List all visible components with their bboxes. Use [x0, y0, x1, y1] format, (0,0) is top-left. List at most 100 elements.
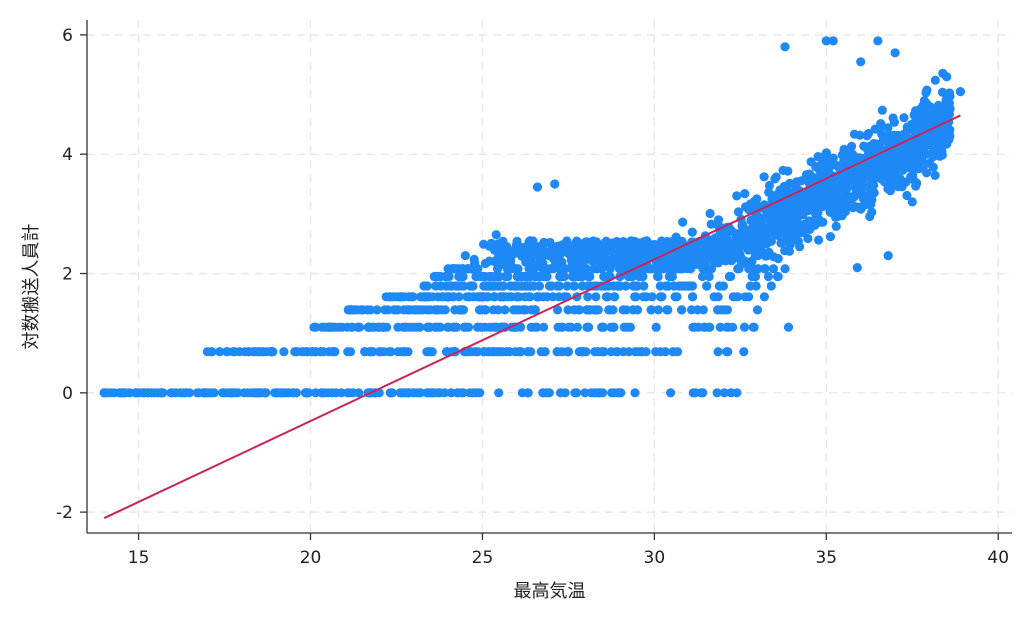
data-point — [762, 251, 772, 261]
data-point — [443, 292, 453, 302]
data-point — [465, 281, 475, 291]
data-point — [515, 271, 525, 282]
data-point — [793, 236, 804, 246]
data-point — [443, 322, 453, 332]
data-point — [621, 305, 631, 315]
data-point — [418, 305, 428, 315]
data-point — [631, 248, 641, 258]
data-point — [629, 239, 639, 249]
data-point — [805, 187, 815, 197]
x-tick-label: 25 — [472, 548, 494, 568]
data-point — [766, 225, 776, 235]
data-points — [99, 36, 966, 398]
data-point — [430, 322, 440, 332]
data-point — [883, 251, 893, 261]
data-point — [258, 347, 268, 357]
data-point — [602, 244, 613, 254]
data-point — [751, 281, 761, 291]
data-point — [716, 305, 727, 315]
data-point — [847, 141, 857, 151]
data-point — [192, 388, 202, 398]
data-point — [609, 292, 619, 302]
data-point — [516, 347, 526, 357]
data-point — [783, 322, 794, 332]
x-tick-label: 20 — [300, 548, 322, 568]
data-point — [697, 271, 708, 282]
data-point — [202, 347, 212, 357]
data-point — [510, 305, 520, 315]
data-point — [851, 185, 861, 195]
data-point — [739, 228, 749, 238]
data-point — [724, 251, 734, 261]
data-point — [914, 164, 924, 174]
data-point — [670, 292, 680, 302]
data-point — [824, 161, 834, 171]
data-point — [453, 388, 463, 398]
data-point — [360, 347, 370, 357]
data-point — [693, 322, 704, 332]
data-point — [589, 242, 600, 252]
data-point — [797, 192, 808, 202]
data-point — [534, 281, 545, 291]
data-point — [750, 223, 760, 233]
data-point — [493, 305, 503, 315]
data-point — [541, 271, 552, 282]
data-point — [326, 322, 336, 332]
data-point — [288, 388, 298, 398]
data-point — [227, 388, 237, 398]
data-point — [837, 150, 847, 160]
data-point — [615, 281, 625, 291]
data-point — [574, 305, 585, 315]
data-point — [143, 388, 153, 398]
data-point — [490, 292, 500, 302]
data-point — [941, 129, 951, 140]
x-tick-label: 15 — [128, 548, 150, 568]
data-point — [668, 347, 678, 357]
data-point — [431, 281, 441, 291]
data-point — [608, 322, 618, 332]
data-point — [451, 322, 462, 332]
data-point — [612, 242, 622, 252]
data-point — [510, 245, 520, 255]
y-tick-label: 2 — [62, 265, 73, 285]
data-point — [471, 271, 481, 282]
data-point — [355, 322, 365, 332]
data-point — [540, 347, 550, 357]
data-point — [691, 246, 702, 256]
data-point — [674, 281, 684, 291]
data-point — [660, 347, 671, 357]
data-point — [749, 197, 759, 207]
data-point — [243, 388, 253, 398]
data-point — [156, 388, 166, 398]
data-point — [555, 271, 565, 282]
data-point — [828, 36, 838, 46]
data-point — [450, 305, 460, 315]
data-point — [856, 57, 866, 67]
data-point — [671, 250, 681, 260]
data-point — [685, 259, 695, 269]
data-point — [389, 305, 399, 315]
data-point — [311, 388, 321, 398]
data-point — [477, 271, 487, 282]
data-point — [446, 388, 456, 398]
data-point — [607, 388, 617, 398]
data-point — [473, 347, 483, 357]
data-point — [687, 227, 697, 237]
data-point — [865, 211, 875, 222]
data-point — [513, 264, 523, 274]
data-point — [937, 87, 948, 97]
data-point — [539, 322, 549, 332]
data-point — [942, 97, 953, 107]
data-point — [734, 247, 744, 258]
data-point — [109, 388, 119, 398]
data-point — [458, 271, 468, 282]
data-point — [502, 242, 512, 252]
data-point — [230, 347, 240, 357]
data-point — [586, 388, 596, 398]
data-point — [732, 191, 742, 201]
data-point — [840, 180, 850, 190]
y-tick-label: 6 — [62, 26, 73, 46]
data-point — [552, 347, 562, 357]
data-point — [930, 75, 940, 85]
